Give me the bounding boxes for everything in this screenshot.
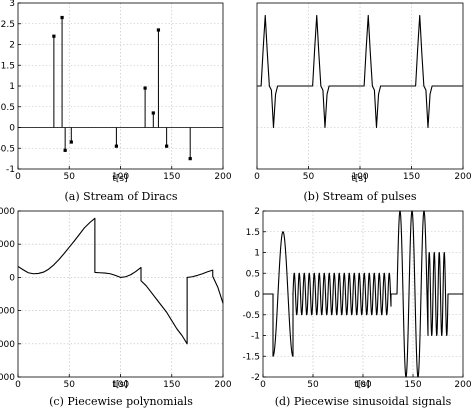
- subplot-pulses: 0 50 100 150 200 t[s] (b) Stream of pulses: [254, 2, 472, 203]
- y-tick-label: 0: [9, 124, 15, 134]
- y-tick-label: 0: [254, 290, 260, 300]
- x-tick-label: 200: [454, 172, 471, 182]
- stem-marker: [151, 111, 155, 115]
- stem-marker: [60, 15, 64, 20]
- series-line: [262, 210, 464, 378]
- x-tick-label: 200: [214, 380, 231, 390]
- x-tick-label: 200: [454, 380, 471, 390]
- y-tick-label: -0.5: [0, 144, 15, 154]
- stem-marker: [63, 148, 67, 152]
- y-tick-label: 2: [9, 41, 15, 51]
- y-tick-label: 2: [254, 207, 260, 217]
- panel-caption: (b) Stream of pulses: [304, 190, 417, 203]
- x-axis-label: t[s]: [354, 380, 369, 390]
- panel-caption: (a) Stream of Diracs: [65, 190, 178, 203]
- panel-caption: (d) Piecewise sinusoidal signals: [275, 395, 452, 408]
- stem-marker: [188, 157, 192, 161]
- y-tick-label: 2.5: [1, 20, 15, 30]
- x-tick-label: 150: [404, 380, 421, 390]
- y-tick-label: 1.5: [246, 228, 260, 238]
- stem-marker: [143, 86, 147, 90]
- y-tick-label: 1.5: [1, 61, 15, 71]
- y-tick-label: 3: [9, 0, 15, 9]
- y-tick-label: -1: [6, 165, 15, 175]
- x-tick-label: 0: [15, 380, 21, 390]
- y-tick-label: -1.5: [242, 352, 260, 362]
- y-tick-label: -1: [251, 332, 260, 342]
- stem-marker: [69, 140, 73, 144]
- x-tick-label: 200: [214, 172, 231, 182]
- x-tick-label: 50: [307, 380, 319, 390]
- y-tick-label: -1000: [0, 307, 15, 317]
- stem-marker: [114, 144, 118, 148]
- y-tick-label: -2: [251, 373, 260, 383]
- x-tick-label: 150: [403, 172, 420, 182]
- y-tick-label: 1: [9, 82, 15, 92]
- y-tick-label: -0.5: [242, 311, 260, 321]
- x-tick-label: 100: [112, 380, 129, 390]
- stem-marker: [165, 144, 169, 148]
- x-tick-label: 50: [303, 172, 315, 182]
- subplot-diracs: 0 50 100 150 200 -1 -0.5 0 0.5 1 1.5 2 2.5 3 t[s] (a) S…: [0, 0, 232, 203]
- x-tick-label: 0: [15, 172, 21, 182]
- x-tick-label: 50: [64, 380, 76, 390]
- x-tick-label: 0: [260, 380, 266, 390]
- stem-marker: [52, 34, 56, 38]
- x-tick-label: 100: [351, 172, 368, 182]
- x-axis-label: t[s]: [351, 174, 366, 184]
- y-tick-label: 0.5: [1, 103, 15, 113]
- y-tick-label: 1000: [0, 240, 15, 250]
- series-line: [17, 217, 224, 345]
- x-tick-label: 150: [163, 380, 180, 390]
- subplot-sinusoidal: 0 50 100 150 200 -2 -1.5 -1 -0.5 0 0.5 1 1.5 2 t[s] (d)…: [242, 207, 471, 408]
- x-tick-label: 100: [354, 380, 371, 390]
- y-tick-label: 0: [9, 273, 15, 283]
- x-axis-label: t[s]: [112, 174, 127, 184]
- x-tick-label: 100: [112, 172, 129, 182]
- x-axis-label: t[s]: [112, 380, 127, 390]
- x-tick-label: 0: [254, 172, 260, 182]
- x-tick-label: 50: [64, 172, 76, 182]
- stem-marker: [156, 28, 161, 32]
- y-tick-label: 0.5: [246, 269, 260, 279]
- panel-caption: (c) Piecewise polynomials: [49, 395, 193, 408]
- y-tick-label: -3000: [0, 373, 15, 383]
- series-line: [257, 14, 463, 129]
- y-tick-label: 1: [254, 249, 260, 259]
- x-tick-label: 150: [163, 172, 180, 182]
